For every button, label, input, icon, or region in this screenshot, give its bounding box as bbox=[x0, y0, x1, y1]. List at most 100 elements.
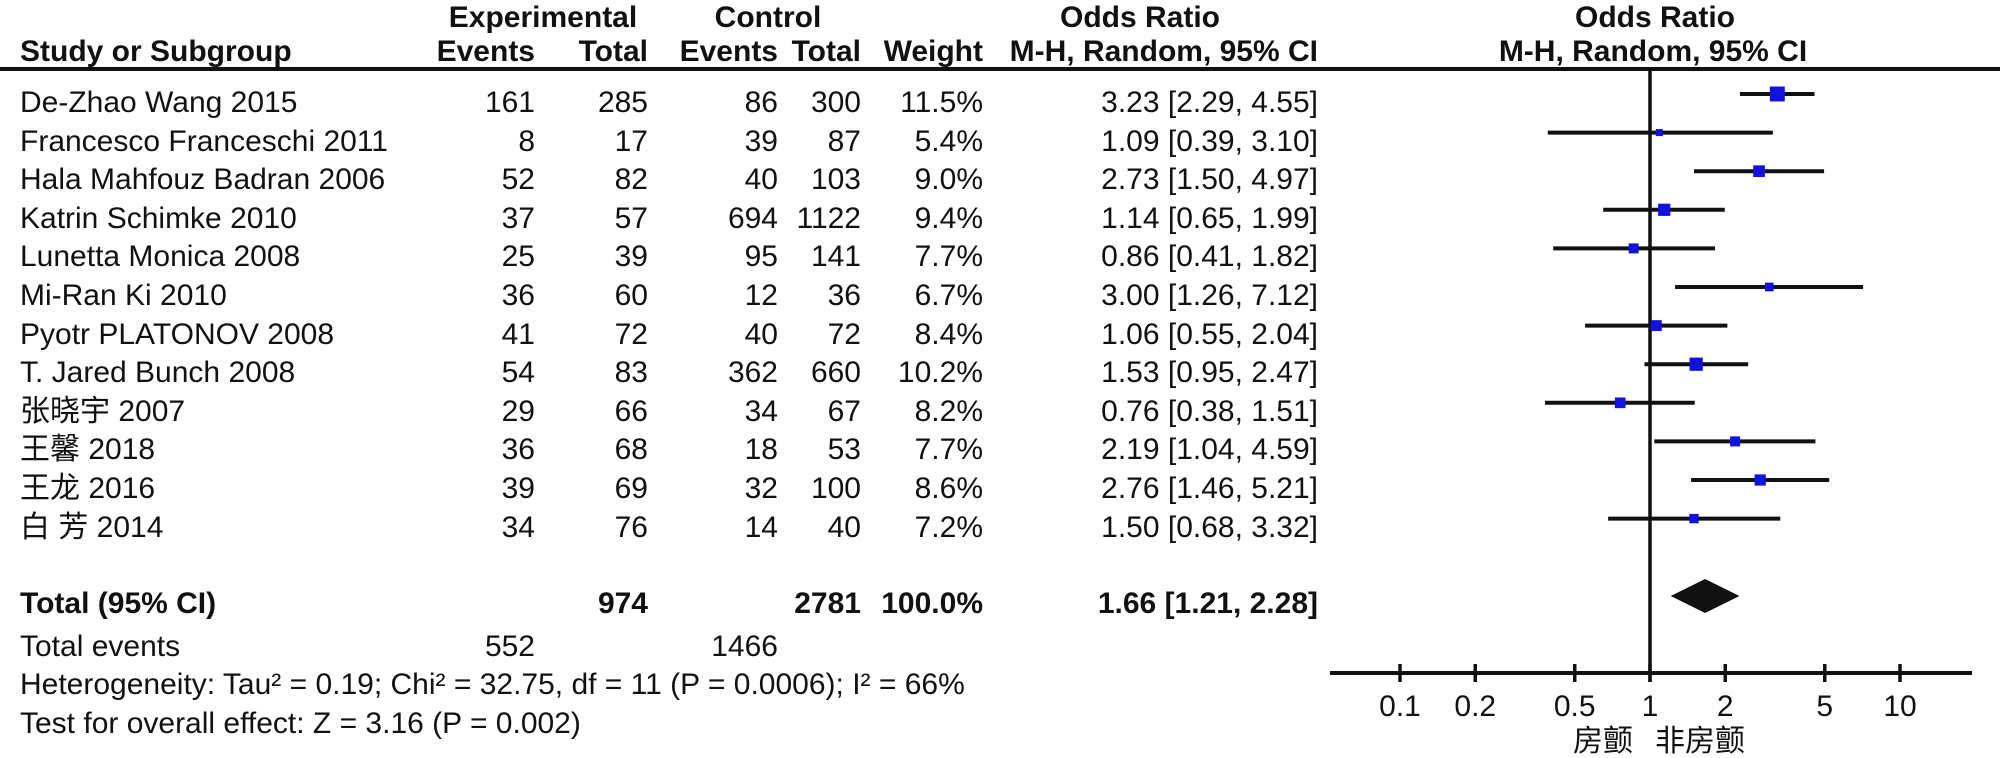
study-name: Mi-Ran Ki 2010 bbox=[20, 279, 227, 312]
or-ci-value: 3.00 [1.26, 7.12] bbox=[1101, 279, 1318, 312]
odds-ratio-header-text-col: Odds Ratio bbox=[1059, 1, 1221, 34]
or-ci-value: 1.09 [0.39, 3.10] bbox=[1101, 124, 1318, 158]
weight-value: 8.6% bbox=[914, 472, 983, 505]
study-name: 白 芳 2014 bbox=[20, 510, 164, 544]
exp-events-header: Events bbox=[436, 35, 535, 68]
exp-total-value: 57 bbox=[614, 201, 648, 235]
exp-total-value: 69 bbox=[614, 472, 648, 505]
ctl-events-value: 39 bbox=[744, 124, 778, 158]
study-name: De-Zhao Wang 2015 bbox=[20, 86, 298, 119]
or-marker bbox=[1650, 320, 1662, 332]
ctl-total-value: 103 bbox=[810, 163, 861, 197]
ctl-total-value: 100 bbox=[810, 472, 861, 505]
exp-total-value: 83 bbox=[614, 356, 648, 390]
axis-tick-label: 0.5 bbox=[1554, 690, 1596, 723]
axis-tick-label: 1 bbox=[1642, 690, 1659, 723]
overall-effect-text: Test for overall effect: Z = 3.16 (P = 0… bbox=[20, 707, 581, 740]
odds-ratio-header-plot-col: Odds Ratio bbox=[1574, 1, 1736, 34]
total-events-ctl: 1466 bbox=[711, 630, 778, 663]
weight-value: 11.5% bbox=[900, 86, 983, 119]
or-marker bbox=[1753, 165, 1765, 178]
total-exp-total: 974 bbox=[597, 587, 648, 620]
ctl-events-header: Events bbox=[679, 35, 778, 68]
col-group-experimental: Experimental bbox=[448, 1, 638, 34]
or-ci-value: 3.23 [2.29, 4.55] bbox=[1101, 86, 1318, 119]
exp-events-value: 36 bbox=[501, 433, 535, 467]
or-marker bbox=[1730, 436, 1741, 447]
ctl-events-value: 362 bbox=[727, 356, 778, 390]
or-ci-value: 1.14 [0.65, 1.99] bbox=[1101, 201, 1318, 235]
ctl-events-value: 18 bbox=[744, 433, 778, 467]
exp-total-value: 17 bbox=[614, 124, 648, 158]
ctl-events-value: 14 bbox=[744, 510, 778, 544]
study-name: 王馨 2018 bbox=[20, 433, 156, 467]
exp-events-value: 34 bbox=[501, 510, 535, 544]
or-marker bbox=[1655, 129, 1663, 137]
ctl-events-value: 12 bbox=[744, 279, 778, 312]
or-marker bbox=[1614, 397, 1626, 409]
exp-total-value: 68 bbox=[614, 433, 648, 467]
exp-events-value: 25 bbox=[501, 240, 535, 274]
exp-total-value: 82 bbox=[614, 163, 648, 197]
ctl-total-value: 72 bbox=[827, 317, 861, 351]
weight-value: 6.7% bbox=[914, 279, 983, 312]
heterogeneity-text: Heterogeneity: Tau² = 0.19; Chi² = 32.75… bbox=[20, 668, 965, 701]
or-ci-value: 0.86 [0.41, 1.82] bbox=[1101, 240, 1318, 274]
exp-events-value: 41 bbox=[501, 317, 535, 351]
or-marker bbox=[1689, 513, 1699, 524]
study-name: T. Jared Bunch 2008 bbox=[20, 356, 296, 390]
ctl-events-value: 95 bbox=[744, 240, 778, 274]
or-ci-value: 2.76 [1.46, 5.21] bbox=[1101, 472, 1318, 505]
exp-total-value: 39 bbox=[614, 240, 648, 274]
ctl-events-value: 86 bbox=[744, 86, 778, 119]
ctl-events-value: 694 bbox=[727, 201, 778, 235]
or-marker bbox=[1764, 282, 1774, 292]
exp-events-value: 37 bbox=[501, 201, 535, 235]
study-name: Francesco Franceschi 2011 bbox=[20, 124, 388, 158]
ctl-total-value: 1122 bbox=[796, 201, 861, 235]
or-ci-value: 1.06 [0.55, 2.04] bbox=[1101, 317, 1318, 351]
summary-diamond bbox=[1670, 579, 1740, 613]
weight-value: 10.2% bbox=[897, 356, 983, 390]
exp-events-value: 52 bbox=[501, 163, 535, 197]
total-row-label: Total (95% CI) bbox=[20, 587, 217, 620]
weight-value: 8.4% bbox=[914, 317, 983, 351]
study-name: 张晓宇 2007 bbox=[20, 394, 186, 428]
ctl-total-value: 87 bbox=[827, 124, 861, 158]
ctl-events-value: 40 bbox=[744, 163, 778, 197]
total-or-ci: 1.66 [1.21, 2.28] bbox=[1097, 587, 1318, 620]
header-rule bbox=[0, 67, 2000, 71]
study-name: Lunetta Monica 2008 bbox=[20, 240, 301, 274]
exp-total-value: 76 bbox=[614, 510, 648, 544]
total-events-label: Total events bbox=[20, 630, 181, 663]
weight-value: 9.4% bbox=[914, 201, 983, 235]
total-events-exp: 552 bbox=[484, 630, 535, 663]
total-weight: 100.0% bbox=[881, 587, 983, 620]
weight-value: 5.4% bbox=[914, 124, 983, 158]
or-ci-value: 0.76 [0.38, 1.51] bbox=[1101, 394, 1318, 428]
ctl-total-header: Total bbox=[791, 35, 861, 68]
ctl-total-value: 36 bbox=[827, 279, 861, 312]
ctl-total-value: 300 bbox=[810, 86, 861, 119]
exp-events-value: 54 bbox=[501, 356, 535, 390]
axis-label-favours-right: 非房颤 bbox=[1655, 725, 1745, 758]
or-ci-value: 1.50 [0.68, 3.32] bbox=[1101, 510, 1318, 544]
col-group-control: Control bbox=[714, 1, 822, 34]
ctl-events-value: 40 bbox=[744, 317, 778, 351]
ctl-total-value: 141 bbox=[810, 240, 861, 274]
exp-events-value: 36 bbox=[501, 279, 535, 312]
exp-events-value: 161 bbox=[484, 86, 535, 119]
weight-value: 7.2% bbox=[914, 510, 983, 544]
mh-ci-header-text-col: M-H, Random, 95% CI bbox=[1009, 35, 1318, 68]
study-name: Katrin Schimke 2010 bbox=[20, 201, 297, 235]
weight-header: Weight bbox=[883, 35, 983, 68]
ctl-events-value: 34 bbox=[744, 394, 778, 428]
or-marker bbox=[1658, 203, 1671, 216]
exp-total-value: 66 bbox=[614, 394, 648, 428]
exp-total-value: 60 bbox=[614, 279, 648, 312]
axis-label-favours-left: 房颤 bbox=[1573, 725, 1633, 758]
or-ci-value: 2.73 [1.50, 4.97] bbox=[1101, 163, 1318, 197]
ctl-total-value: 660 bbox=[810, 356, 861, 390]
axis-tick-label: 0.1 bbox=[1379, 690, 1421, 723]
